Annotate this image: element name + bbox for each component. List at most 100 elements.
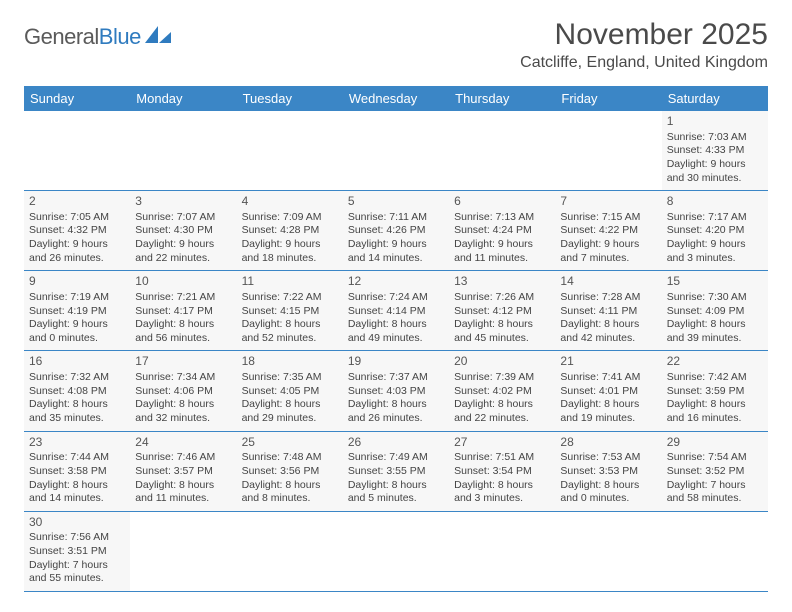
day-info: Sunrise: 7:32 AM Sunset: 4:08 PM Dayligh… [29, 371, 125, 426]
day-info: Sunrise: 7:34 AM Sunset: 4:06 PM Dayligh… [135, 371, 231, 426]
day-cell: 14Sunrise: 7:28 AM Sunset: 4:11 PM Dayli… [555, 271, 661, 350]
day-info: Sunrise: 7:11 AM Sunset: 4:26 PM Dayligh… [348, 211, 444, 266]
day-number: 27 [454, 435, 550, 451]
day-cell: 17Sunrise: 7:34 AM Sunset: 4:06 PM Dayli… [130, 351, 236, 430]
day-cell: 5Sunrise: 7:11 AM Sunset: 4:26 PM Daylig… [343, 191, 449, 270]
week-row: 16Sunrise: 7:32 AM Sunset: 4:08 PM Dayli… [24, 351, 768, 431]
day-cell: 21Sunrise: 7:41 AM Sunset: 4:01 PM Dayli… [555, 351, 661, 430]
location: Catcliffe, England, United Kingdom [520, 54, 768, 72]
empty-cell [237, 512, 343, 591]
day-cell: 28Sunrise: 7:53 AM Sunset: 3:53 PM Dayli… [555, 432, 661, 511]
day-cell: 16Sunrise: 7:32 AM Sunset: 4:08 PM Dayli… [24, 351, 130, 430]
day-info: Sunrise: 7:37 AM Sunset: 4:03 PM Dayligh… [348, 371, 444, 426]
day-label: Thursday [449, 86, 555, 111]
day-number: 11 [242, 274, 338, 290]
empty-cell [130, 512, 236, 591]
header: GeneralBlue November 2025 Catcliffe, Eng… [24, 18, 768, 72]
day-info: Sunrise: 7:15 AM Sunset: 4:22 PM Dayligh… [560, 211, 656, 266]
day-number: 26 [348, 435, 444, 451]
day-number: 19 [348, 354, 444, 370]
day-number: 4 [242, 194, 338, 210]
week-row: 30Sunrise: 7:56 AM Sunset: 3:51 PM Dayli… [24, 512, 768, 592]
day-info: Sunrise: 7:42 AM Sunset: 3:59 PM Dayligh… [667, 371, 763, 426]
day-info: Sunrise: 7:13 AM Sunset: 4:24 PM Dayligh… [454, 211, 550, 266]
day-cell: 30Sunrise: 7:56 AM Sunset: 3:51 PM Dayli… [24, 512, 130, 591]
day-label: Sunday [24, 86, 130, 111]
day-cell: 22Sunrise: 7:42 AM Sunset: 3:59 PM Dayli… [662, 351, 768, 430]
day-info: Sunrise: 7:54 AM Sunset: 3:52 PM Dayligh… [667, 451, 763, 506]
day-info: Sunrise: 7:46 AM Sunset: 3:57 PM Dayligh… [135, 451, 231, 506]
logo-text-blue: Blue [99, 24, 141, 50]
day-info: Sunrise: 7:44 AM Sunset: 3:58 PM Dayligh… [29, 451, 125, 506]
empty-cell [343, 512, 449, 591]
day-number: 2 [29, 194, 125, 210]
day-number: 1 [667, 114, 763, 130]
day-cell: 1Sunrise: 7:03 AM Sunset: 4:33 PM Daylig… [662, 111, 768, 190]
day-info: Sunrise: 7:21 AM Sunset: 4:17 PM Dayligh… [135, 291, 231, 346]
calendar: Sunday Monday Tuesday Wednesday Thursday… [24, 86, 768, 592]
day-info: Sunrise: 7:35 AM Sunset: 4:05 PM Dayligh… [242, 371, 338, 426]
day-number: 17 [135, 354, 231, 370]
day-number: 20 [454, 354, 550, 370]
day-label: Tuesday [237, 86, 343, 111]
week-row: 23Sunrise: 7:44 AM Sunset: 3:58 PM Dayli… [24, 432, 768, 512]
day-cell: 23Sunrise: 7:44 AM Sunset: 3:58 PM Dayli… [24, 432, 130, 511]
day-cell: 18Sunrise: 7:35 AM Sunset: 4:05 PM Dayli… [237, 351, 343, 430]
day-cell: 2Sunrise: 7:05 AM Sunset: 4:32 PM Daylig… [24, 191, 130, 270]
day-info: Sunrise: 7:09 AM Sunset: 4:28 PM Dayligh… [242, 211, 338, 266]
week-row: 2Sunrise: 7:05 AM Sunset: 4:32 PM Daylig… [24, 191, 768, 271]
day-cell: 7Sunrise: 7:15 AM Sunset: 4:22 PM Daylig… [555, 191, 661, 270]
day-number: 10 [135, 274, 231, 290]
day-info: Sunrise: 7:28 AM Sunset: 4:11 PM Dayligh… [560, 291, 656, 346]
empty-cell [449, 111, 555, 190]
day-number: 30 [29, 515, 125, 531]
empty-cell [24, 111, 130, 190]
day-info: Sunrise: 7:51 AM Sunset: 3:54 PM Dayligh… [454, 451, 550, 506]
day-label: Saturday [662, 86, 768, 111]
day-cell: 13Sunrise: 7:26 AM Sunset: 4:12 PM Dayli… [449, 271, 555, 350]
day-info: Sunrise: 7:07 AM Sunset: 4:30 PM Dayligh… [135, 211, 231, 266]
day-cell: 26Sunrise: 7:49 AM Sunset: 3:55 PM Dayli… [343, 432, 449, 511]
empty-cell [662, 512, 768, 591]
day-cell: 15Sunrise: 7:30 AM Sunset: 4:09 PM Dayli… [662, 271, 768, 350]
empty-cell [343, 111, 449, 190]
day-cell: 9Sunrise: 7:19 AM Sunset: 4:19 PM Daylig… [24, 271, 130, 350]
day-number: 23 [29, 435, 125, 451]
day-number: 18 [242, 354, 338, 370]
day-number: 28 [560, 435, 656, 451]
day-cell: 6Sunrise: 7:13 AM Sunset: 4:24 PM Daylig… [449, 191, 555, 270]
day-info: Sunrise: 7:26 AM Sunset: 4:12 PM Dayligh… [454, 291, 550, 346]
day-number: 13 [454, 274, 550, 290]
month-title: November 2025 [520, 18, 768, 52]
day-cell: 3Sunrise: 7:07 AM Sunset: 4:30 PM Daylig… [130, 191, 236, 270]
day-number: 8 [667, 194, 763, 210]
day-info: Sunrise: 7:48 AM Sunset: 3:56 PM Dayligh… [242, 451, 338, 506]
day-number: 16 [29, 354, 125, 370]
day-info: Sunrise: 7:41 AM Sunset: 4:01 PM Dayligh… [560, 371, 656, 426]
day-info: Sunrise: 7:53 AM Sunset: 3:53 PM Dayligh… [560, 451, 656, 506]
empty-cell [237, 111, 343, 190]
logo: GeneralBlue [24, 18, 171, 50]
day-number: 3 [135, 194, 231, 210]
day-number: 9 [29, 274, 125, 290]
day-cell: 4Sunrise: 7:09 AM Sunset: 4:28 PM Daylig… [237, 191, 343, 270]
empty-cell [130, 111, 236, 190]
day-header-row: Sunday Monday Tuesday Wednesday Thursday… [24, 86, 768, 111]
day-number: 29 [667, 435, 763, 451]
day-label: Wednesday [343, 86, 449, 111]
day-number: 6 [454, 194, 550, 210]
day-info: Sunrise: 7:30 AM Sunset: 4:09 PM Dayligh… [667, 291, 763, 346]
title-block: November 2025 Catcliffe, England, United… [520, 18, 768, 72]
day-info: Sunrise: 7:17 AM Sunset: 4:20 PM Dayligh… [667, 211, 763, 266]
day-info: Sunrise: 7:24 AM Sunset: 4:14 PM Dayligh… [348, 291, 444, 346]
day-info: Sunrise: 7:39 AM Sunset: 4:02 PM Dayligh… [454, 371, 550, 426]
day-cell: 19Sunrise: 7:37 AM Sunset: 4:03 PM Dayli… [343, 351, 449, 430]
day-number: 15 [667, 274, 763, 290]
day-cell: 20Sunrise: 7:39 AM Sunset: 4:02 PM Dayli… [449, 351, 555, 430]
day-cell: 10Sunrise: 7:21 AM Sunset: 4:17 PM Dayli… [130, 271, 236, 350]
day-number: 14 [560, 274, 656, 290]
week-row: 9Sunrise: 7:19 AM Sunset: 4:19 PM Daylig… [24, 271, 768, 351]
day-cell: 27Sunrise: 7:51 AM Sunset: 3:54 PM Dayli… [449, 432, 555, 511]
day-cell: 8Sunrise: 7:17 AM Sunset: 4:20 PM Daylig… [662, 191, 768, 270]
day-info: Sunrise: 7:22 AM Sunset: 4:15 PM Dayligh… [242, 291, 338, 346]
